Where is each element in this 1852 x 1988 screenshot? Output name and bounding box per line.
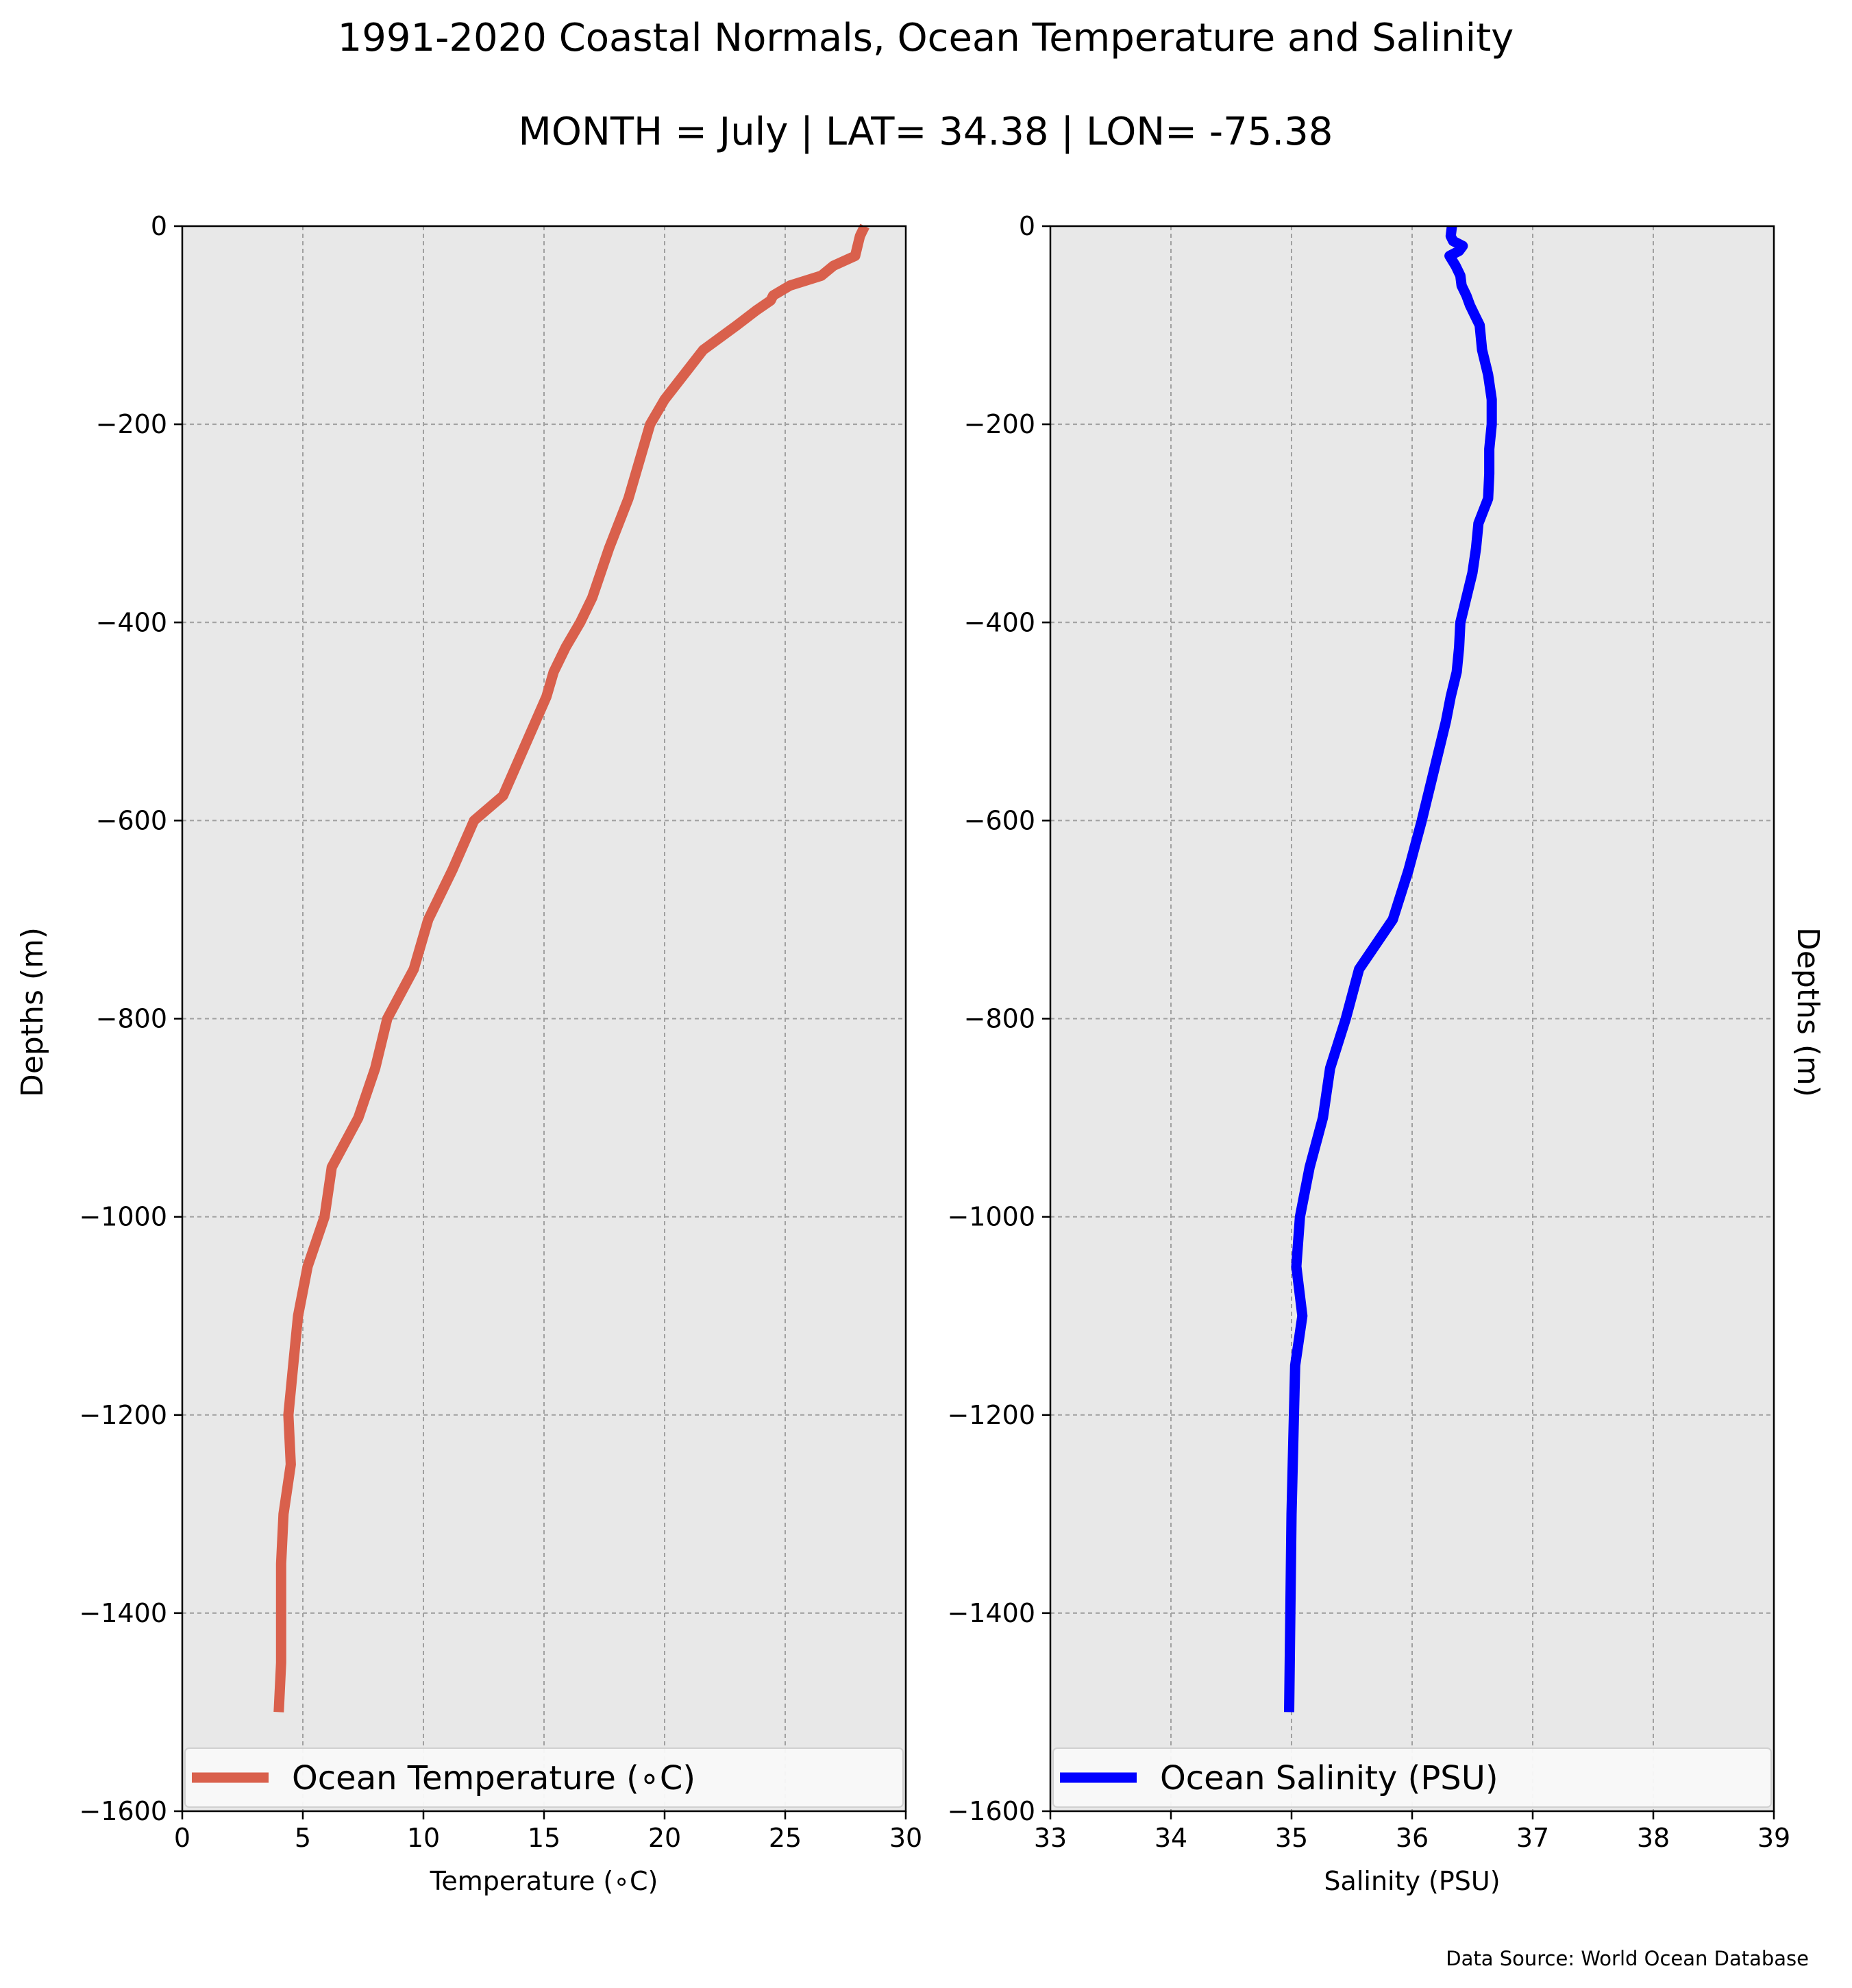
temperature-profile-chart: Ocean Temperature (∘C) 0 5 10 15 20 25 30 0 −200 −… bbox=[79, 211, 922, 1896]
salinity-x-tick-label: 33 bbox=[1034, 1823, 1067, 1853]
temperature-x-tick-label: 20 bbox=[648, 1823, 681, 1853]
salinity-legend bbox=[1052, 1747, 1772, 1808]
salinity-x-tick-label: 35 bbox=[1275, 1823, 1308, 1853]
temperature-profile-line bbox=[273, 223, 869, 1713]
figure-subtitle: MONTH = July | LAT= 34.38 | LON= -75.38 bbox=[519, 110, 1333, 154]
temperature-x-tick-label: 30 bbox=[889, 1823, 922, 1853]
temperature-x-tick-label: 10 bbox=[407, 1823, 440, 1853]
temperature-x-tick-label: 25 bbox=[769, 1823, 802, 1853]
salinity-x-tick-label: 37 bbox=[1516, 1823, 1549, 1853]
temperature-y-tick-label: −200 bbox=[96, 409, 167, 439]
temperature-legend bbox=[184, 1747, 904, 1808]
salinity-legend-label: Ocean Salinity (PSU) bbox=[1160, 1759, 1498, 1797]
salinity-x-tick-label: 39 bbox=[1757, 1823, 1790, 1853]
temperature-legend-label: Ocean Temperature (∘C) bbox=[292, 1759, 695, 1797]
salinity-y-tick-label: −1600 bbox=[947, 1796, 1035, 1826]
temperature-x-tick-label: 0 bbox=[174, 1823, 190, 1853]
temperature-y-tick-label: −1200 bbox=[79, 1400, 167, 1430]
temperature-y-tick-label: −1600 bbox=[79, 1796, 167, 1826]
salinity-y-tick-label: −1400 bbox=[947, 1598, 1035, 1628]
temperature-x-tick-label: 5 bbox=[295, 1823, 311, 1853]
temperature-y-tick-label: −800 bbox=[96, 1004, 167, 1034]
salinity-y-tick-label: 0 bbox=[1019, 211, 1035, 241]
temperature-y-tick-label: −1400 bbox=[79, 1598, 167, 1628]
temperature-x-axis-label: Temperature (∘C) bbox=[430, 1866, 658, 1896]
temperature-y-tick-label: −400 bbox=[96, 607, 167, 637]
salinity-y-tick-label: −200 bbox=[964, 409, 1035, 439]
data-source-note: Data Source: World Ocean Database bbox=[1446, 1947, 1809, 1970]
salinity-x-axis-label: Salinity (PSU) bbox=[1324, 1866, 1500, 1896]
salinity-y-tick-label: −1200 bbox=[947, 1400, 1035, 1430]
figure-title: 1991-2020 Coastal Normals, Ocean Tempera… bbox=[338, 16, 1514, 60]
salinity-y-tick-label: −400 bbox=[964, 607, 1035, 637]
temperature-y-tick-label: −1000 bbox=[79, 1202, 167, 1232]
temperature-x-tick-label: 15 bbox=[528, 1823, 560, 1853]
salinity-x-tick-label: 34 bbox=[1155, 1823, 1187, 1853]
salinity-x-tick-label: 38 bbox=[1637, 1823, 1670, 1853]
salinity-profile-chart: Ocean Salinity (PSU) 33 34 35 36 37 38 39 0 −200 −… bbox=[947, 211, 1790, 1896]
temperature-y-tick-label: −600 bbox=[96, 805, 167, 835]
salinity-y-tick-label: −1000 bbox=[947, 1202, 1035, 1232]
temperature-y-tick-label: 0 bbox=[151, 211, 167, 241]
salinity-y-tick-label: −600 bbox=[964, 805, 1035, 835]
salinity-x-tick-label: 36 bbox=[1396, 1823, 1429, 1853]
right-y-axis-label: Depths (m) bbox=[1790, 927, 1825, 1097]
salinity-profile-line bbox=[1284, 225, 1497, 1713]
left-y-axis-label: Depths (m) bbox=[15, 927, 50, 1097]
salinity-y-tick-label: −800 bbox=[964, 1004, 1035, 1034]
